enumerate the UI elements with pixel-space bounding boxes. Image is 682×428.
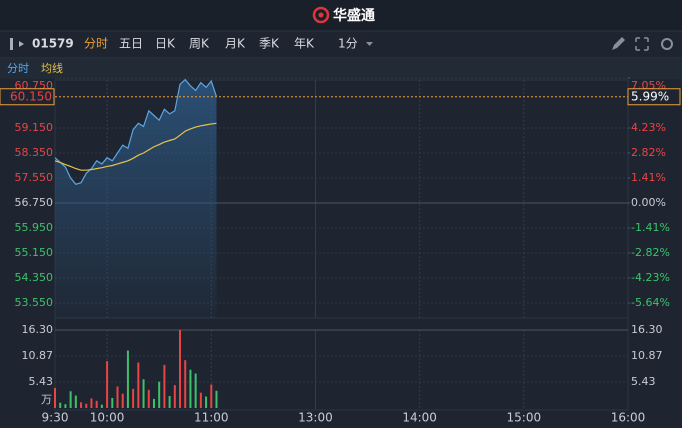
volume-bar: [54, 387, 56, 408]
volume-bar: [59, 402, 62, 408]
volume-bar: [194, 373, 197, 408]
x-tick-label: 9:30: [42, 411, 69, 425]
period-tab[interactable]: 季K: [259, 37, 280, 51]
last-change: 5.99%: [631, 89, 669, 103]
volume-bar: [152, 398, 155, 408]
last-price: 60.150: [10, 89, 52, 103]
y-tick-label: 58.350: [15, 146, 54, 159]
y-tick-label: 57.550: [15, 171, 54, 184]
y2-tick-label: 2.82%: [631, 146, 666, 159]
minute-select[interactable]: 1分: [338, 37, 358, 51]
volume-bar: [168, 396, 171, 408]
dropdown-arrow[interactable]: [366, 42, 373, 46]
last-change-box: [627, 88, 681, 106]
fullscreen-icon[interactable]: [635, 37, 649, 51]
volume-bar: [184, 360, 187, 408]
y2-tick-label: 16.30: [631, 323, 663, 336]
volume-unit: 万: [41, 393, 52, 406]
period-tab[interactable]: 周K: [189, 37, 210, 51]
draw-icon[interactable]: [612, 37, 625, 50]
volume-bar: [189, 369, 192, 408]
y-tick-label: 53.550: [15, 296, 54, 309]
y2-tick-label: -1.41%: [631, 221, 670, 234]
x-tick-label: 11:00: [194, 411, 229, 425]
y-tick-label: 59.150: [15, 121, 54, 134]
volume-bar: [126, 350, 129, 408]
logo-text: 华盛通: [333, 7, 375, 24]
volume-bar: [116, 386, 119, 408]
title-bar: [0, 0, 682, 31]
volume-bar: [163, 364, 166, 408]
panel-toggle[interactable]: [10, 38, 13, 50]
y-tick-label: 16.30: [22, 323, 54, 336]
legend-bar: [0, 59, 682, 79]
volume-bar: [158, 381, 161, 408]
legend-price: 分时: [7, 62, 29, 75]
period-tab[interactable]: 分时: [84, 37, 108, 51]
average-line: [54, 122, 217, 171]
volume-bar: [147, 389, 150, 408]
volume-bar: [100, 404, 103, 408]
y-tick-label: 56.750: [15, 196, 54, 209]
period-tab[interactable]: 年K: [294, 37, 315, 51]
volume-bar: [199, 392, 202, 408]
period-tab[interactable]: 月K: [225, 37, 246, 51]
volume-bar: [173, 385, 176, 408]
y-tick-label: 54.350: [15, 271, 54, 284]
y-tick-label: 55.950: [15, 221, 54, 234]
volume-bar: [106, 361, 109, 408]
volume-bar: [64, 404, 67, 408]
volume-bar: [142, 379, 145, 408]
volume-bar: [179, 330, 182, 408]
x-tick-label: 16:00: [611, 411, 646, 425]
y2-tick-label: -4.23%: [631, 271, 670, 284]
toolbar: 01579 分时 五日 日K 周K 月K 季K 年K 1分: [10, 37, 673, 51]
period-tab[interactable]: 五日: [119, 37, 143, 51]
volume-bar: [74, 395, 77, 408]
volume-bar: [95, 400, 98, 408]
legend-average: 均线: [41, 61, 63, 75]
x-tick-label: 15:00: [507, 411, 542, 425]
volume-bar: [80, 402, 83, 408]
price-area: [55, 79, 217, 318]
y-tick-label: 10.87: [22, 349, 54, 362]
x-tick-label: 13:00: [298, 411, 333, 425]
volume-bar: [85, 403, 88, 408]
x-tick-label: 10:00: [90, 411, 125, 425]
y-tick-label: 55.150: [15, 246, 54, 259]
logo-icon: [312, 6, 330, 24]
symbol[interactable]: 01579: [32, 37, 74, 51]
volume-bar: [137, 362, 140, 408]
y2-tick-label: 0.00%: [631, 196, 666, 209]
y-tick-label: 5.43: [29, 375, 54, 388]
x-tick-label: 14:00: [402, 411, 437, 425]
y2-tick-label: 10.87: [631, 349, 663, 362]
volume-bar: [121, 393, 124, 408]
y2-tick-label: 4.23%: [631, 121, 666, 134]
volume-bar: [111, 397, 114, 408]
price-line: [54, 78, 218, 185]
volume-bar: [69, 391, 72, 408]
volume-bar: [215, 390, 218, 408]
y2-tick-label: -5.64%: [631, 296, 670, 309]
period-tab[interactable]: 日K: [155, 37, 176, 51]
y2-tick-label: 5.43: [631, 375, 656, 388]
volume-bar: [205, 396, 208, 408]
last-price-box: [0, 88, 55, 106]
y2-tick-label: 1.41%: [631, 171, 666, 184]
volume-bar: [210, 384, 213, 408]
back-arrow[interactable]: [19, 41, 24, 47]
volume-bar: [132, 388, 135, 408]
settings-icon[interactable]: [661, 38, 673, 50]
y2-tick-label: -2.82%: [631, 246, 670, 259]
volume-bar: [90, 398, 93, 408]
